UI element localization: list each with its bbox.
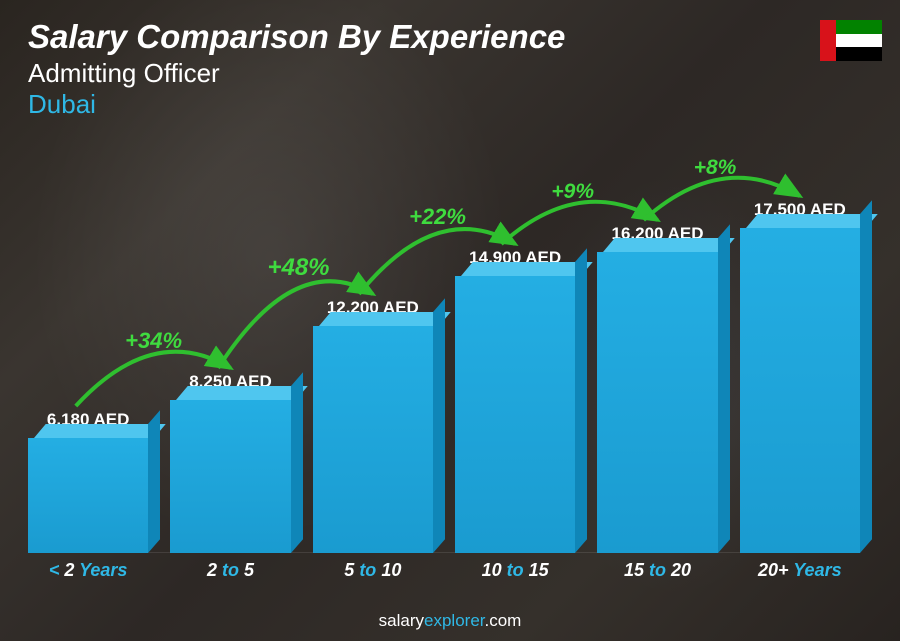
bar xyxy=(170,400,290,553)
brand-part-accent: explorer xyxy=(424,611,484,630)
bar xyxy=(455,276,575,553)
increase-pct-label: +34% xyxy=(125,328,182,354)
bar-slot: 14,900 AED10 to 15 xyxy=(455,150,575,553)
page-title: Salary Comparison By Experience xyxy=(28,18,565,56)
bar-category-label: 20+ Years xyxy=(740,560,860,581)
header: Salary Comparison By Experience Admittin… xyxy=(28,18,565,120)
bar xyxy=(740,228,860,553)
bar xyxy=(597,252,717,553)
increase-pct-label: +9% xyxy=(551,180,594,204)
increase-pct-label: +22% xyxy=(409,204,466,230)
bar-category-label: < 2 Years xyxy=(28,560,148,581)
page-location: Dubai xyxy=(28,89,565,120)
bar xyxy=(313,326,433,553)
bar xyxy=(28,438,148,553)
bar-category-label: 15 to 20 xyxy=(597,560,717,581)
bar-slot: 8,250 AED2 to 5 xyxy=(170,150,290,553)
salary-bar-chart: 6,180 AED< 2 Years8,250 AED2 to 512,200 … xyxy=(28,150,860,581)
increase-pct-label: +48% xyxy=(267,254,329,282)
flag-uae-icon xyxy=(820,20,882,61)
increase-pct-label: +8% xyxy=(694,156,737,180)
brand-part-1: salary xyxy=(379,611,424,630)
bar-category-label: 10 to 15 xyxy=(455,560,575,581)
footer-brand: salaryexplorer.com xyxy=(0,611,900,631)
brand-part-suffix: .com xyxy=(485,611,522,630)
bar-category-label: 5 to 10 xyxy=(313,560,433,581)
bar-category-label: 2 to 5 xyxy=(170,560,290,581)
bar-slot: 16,200 AED15 to 20 xyxy=(597,150,717,553)
bar-slot: 17,500 AED20+ Years xyxy=(740,150,860,553)
page-subtitle: Admitting Officer xyxy=(28,58,565,89)
